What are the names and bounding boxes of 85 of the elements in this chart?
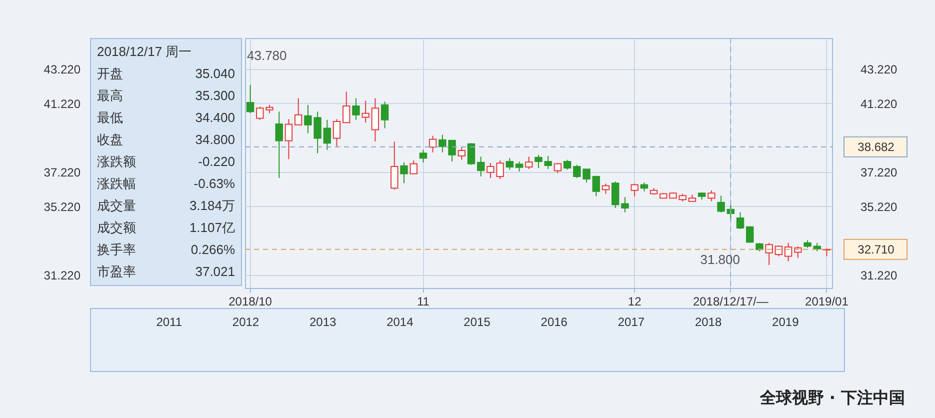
- text: 41.220: [44, 96, 80, 111]
- annotation: 43.780: [247, 48, 287, 63]
- text: 2011: [156, 315, 182, 329]
- text: -0.220: [198, 153, 235, 171]
- text: -0.63%: [194, 175, 235, 193]
- text: 市盈率: [97, 263, 136, 281]
- candlestick: [323, 119, 332, 150]
- text: 37.021: [195, 263, 235, 281]
- text: 最高: [97, 87, 123, 105]
- text: 2015: [464, 315, 490, 329]
- text: 2012: [232, 315, 260, 329]
- candlestick: [717, 195, 725, 213]
- text: 3.184万: [189, 197, 235, 215]
- text: 2013: [309, 315, 336, 329]
- candlestick: [410, 160, 418, 174]
- candlestick: [352, 98, 360, 120]
- text: 1.107亿: [189, 219, 235, 237]
- ref-line-label: 38.682: [858, 140, 895, 154]
- candlestick: [362, 100, 370, 124]
- ref-line-label: 32.710: [858, 242, 895, 256]
- text: 成交额: [97, 219, 136, 237]
- candlestick: [294, 98, 302, 126]
- candlestick: [592, 175, 600, 197]
- candlestick: [784, 242, 792, 262]
- candlestick: [515, 161, 524, 172]
- candlestick: [611, 180, 620, 209]
- annotation: 31.800: [700, 252, 740, 267]
- text: 全球视野 · 下注中国: [760, 388, 905, 409]
- x-tick-label: 2018/12/17/—: [692, 294, 768, 308]
- candlestick: [467, 142, 476, 166]
- candlestick: [554, 162, 562, 174]
- text: 涨跌额: [97, 153, 136, 171]
- candlestick: [342, 91, 350, 124]
- candlestick: [284, 118, 293, 160]
- y-tick-label: 41.220: [860, 96, 898, 111]
- text: 34.800: [195, 131, 235, 149]
- candlestick: [506, 158, 514, 170]
- text: 34.400: [195, 109, 235, 127]
- x-tick-label: 12: [628, 294, 642, 308]
- text: 43.220: [44, 62, 80, 77]
- candlestick: [563, 159, 572, 170]
- candlestick: [332, 118, 341, 147]
- text: 收盘: [97, 131, 123, 149]
- text: 0.266%: [190, 241, 235, 259]
- x-tick-label: 2019/01: [805, 294, 849, 308]
- candlestick: [428, 135, 437, 153]
- candlestick: [630, 183, 638, 197]
- text: 最低: [97, 109, 123, 127]
- text: 2014: [386, 315, 414, 329]
- candlestick: [380, 101, 389, 129]
- candlestick: [736, 212, 744, 230]
- text: 2017: [618, 315, 645, 329]
- text: 2018: [694, 315, 722, 329]
- candlestick: [476, 156, 485, 177]
- candlestick: [458, 146, 466, 160]
- text: 换手率: [97, 241, 136, 259]
- text: 2018/12/17 周一: [97, 43, 193, 61]
- x-tick-label: 2018/10: [228, 294, 272, 308]
- candlestick: [708, 190, 716, 202]
- text: 31.220: [44, 268, 80, 282]
- candlestick: [371, 98, 380, 142]
- y-tick-label: 43.220: [860, 62, 898, 77]
- text: 35.040: [195, 65, 235, 83]
- candlestick: [246, 84, 254, 114]
- text: 成交量: [97, 197, 136, 215]
- text: 2016: [540, 315, 568, 329]
- text: 涨跌幅: [97, 175, 136, 193]
- candlestick: [419, 149, 428, 163]
- candlestick: [746, 226, 754, 244]
- y-tick-label: 31.220: [860, 268, 898, 282]
- text: 35.300: [195, 87, 235, 105]
- candlestick: [390, 141, 398, 190]
- candlestick: [765, 242, 773, 266]
- y-tick-label: 37.220: [860, 166, 898, 180]
- candlestick: [621, 196, 629, 213]
- candlestick: [400, 162, 408, 184]
- y-tick-label: 35.220: [860, 200, 898, 214]
- text: 开盘: [97, 65, 123, 83]
- candlestick: [602, 183, 610, 194]
- text: 2019: [772, 315, 799, 329]
- x-tick-label: 11: [416, 294, 430, 308]
- candlestick: [275, 111, 283, 179]
- text: 35.220: [44, 200, 80, 214]
- candlestick: [525, 156, 533, 170]
- text: 37.220: [44, 166, 80, 180]
